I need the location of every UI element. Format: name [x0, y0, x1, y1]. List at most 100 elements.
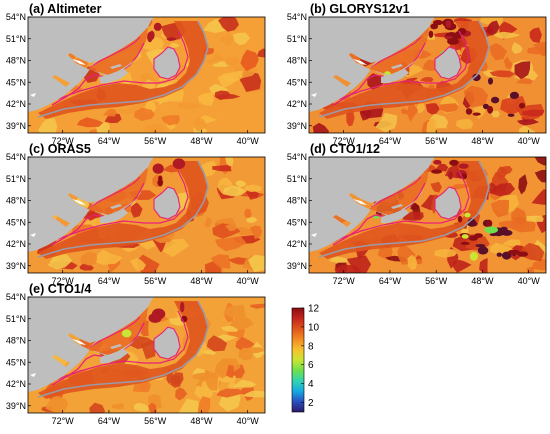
lat-tick-label: 54°N: [287, 12, 307, 22]
lat-tick-label: 39°N: [6, 261, 26, 271]
lon-tick-label: 40°W: [518, 276, 541, 286]
shelf-edge-contour: [37, 300, 209, 398]
lon-tick-label: 72°W: [52, 276, 75, 286]
colorbar-tick-label: 6: [308, 360, 314, 371]
newfoundland-land: [154, 47, 180, 79]
lat-tick-label: 51°N: [287, 174, 307, 184]
lat-tick-label: 54°N: [6, 152, 26, 162]
inner-contour: [57, 310, 189, 380]
lat-tick-label: 42°N: [6, 99, 26, 109]
lon-tick-label: 72°W: [52, 416, 75, 426]
lon-tick-label: 56°W: [144, 276, 167, 286]
panel-title: (d) CTO1/12: [310, 142, 380, 156]
lat-tick-label: 42°N: [6, 379, 26, 389]
lat-tick-label: 51°N: [6, 314, 26, 324]
colorbar: 12 10 8 6 4 2: [291, 304, 320, 413]
lon-tick-label: 56°W: [144, 416, 167, 426]
lat-tick-label: 45°N: [287, 77, 307, 87]
newfoundland-land: [154, 327, 180, 359]
map-panel-cto4: (e) CTO1/454°N 51°N 48°N 45°N 42°N 39°N 72°W 64…: [6, 282, 266, 426]
inner-contour: [57, 30, 189, 100]
lat-tick-label: 51°N: [6, 174, 26, 184]
lon-tick-label: 72°W: [52, 136, 75, 146]
lat-tick-label: 45°N: [6, 217, 26, 227]
nova-scotia-land: [100, 69, 128, 83]
lat-tick-label: 48°N: [6, 56, 26, 66]
map-frame: [308, 156, 547, 274]
lat-tick-label: 48°N: [287, 56, 307, 66]
lat-tick-label: 45°N: [6, 357, 26, 367]
lon-tick-label: 64°W: [98, 416, 121, 426]
lat-tick-label: 54°N: [287, 152, 307, 162]
lon-tick-label: 48°W: [471, 136, 494, 146]
lat-tick-label: 48°N: [6, 336, 26, 346]
ocean-field: [28, 297, 265, 413]
coastal-contour: [51, 322, 145, 386]
panel-title: (c) ORAS5: [29, 142, 91, 156]
lat-tick-label: 51°N: [6, 34, 26, 44]
colorbar-gradient: [291, 307, 305, 413]
inner-contour: [338, 30, 470, 100]
inner-contour: [338, 170, 470, 240]
map-frame: [27, 156, 266, 274]
coastal-contour: [332, 42, 426, 106]
lon-tick-label: 64°W: [379, 136, 402, 146]
lon-tick-label: 64°W: [379, 276, 402, 286]
colorbar-tick-label: 4: [308, 379, 314, 390]
lon-tick-label: 64°W: [98, 136, 121, 146]
lon-tick-label: 72°W: [333, 276, 356, 286]
shelf-edge-contour: [318, 20, 490, 118]
lon-tick-label: 56°W: [144, 136, 167, 146]
lon-tick-label: 48°W: [190, 416, 213, 426]
nova-scotia-land: [381, 69, 409, 83]
newfoundland-land: [154, 187, 180, 219]
panel-title: (b) GLORYS12v1: [310, 2, 410, 16]
inner-contour: [57, 170, 189, 240]
lat-tick-label: 39°N: [287, 121, 307, 131]
panel-title: (a) Altimeter: [29, 2, 102, 16]
lat-tick-label: 42°N: [6, 239, 26, 249]
lon-tick-label: 40°W: [237, 276, 260, 286]
colorbar-tick-label: 8: [308, 341, 314, 352]
map-frame: [27, 16, 266, 134]
lat-tick-label: 54°N: [6, 12, 26, 22]
colorbar-tick-label: 2: [308, 398, 314, 409]
coastal-contour: [332, 182, 426, 246]
lon-tick-label: 56°W: [425, 276, 448, 286]
newfoundland-land: [435, 187, 461, 219]
lon-tick-label: 64°W: [98, 276, 121, 286]
lon-tick-label: 48°W: [190, 136, 213, 146]
lat-tick-label: 39°N: [6, 121, 26, 131]
shelf-edge-contour: [37, 160, 209, 258]
map-frame: [308, 16, 547, 134]
shelf-edge-contour: [37, 20, 209, 118]
newfoundland-land: [435, 47, 461, 79]
lon-tick-label: 48°W: [190, 276, 213, 286]
lat-tick-label: 45°N: [287, 217, 307, 227]
lat-tick-label: 51°N: [287, 34, 307, 44]
lon-tick-label: 48°W: [471, 276, 494, 286]
nova-scotia-land: [100, 349, 128, 363]
colorbar-tick-label: 10: [308, 322, 320, 333]
lon-tick-label: 40°W: [237, 416, 260, 426]
panels-layer: (a) Altimeter54°N51°N48°N45°N42°N39°N72°…: [6, 2, 547, 426]
lon-tick-label: 40°W: [518, 136, 541, 146]
panel-title: (e) CTO1/4: [29, 282, 91, 296]
coastal-contour: [51, 182, 145, 246]
lat-tick-label: 45°N: [6, 77, 26, 87]
shelf-edge-contour: [318, 160, 490, 258]
coastal-contour: [51, 42, 145, 106]
lon-tick-label: 56°W: [425, 136, 448, 146]
colorbar-tick-label: 12: [308, 304, 320, 315]
lat-tick-label: 39°N: [287, 261, 307, 271]
lon-tick-label: 40°W: [237, 136, 260, 146]
lat-tick-label: 48°N: [287, 196, 307, 206]
map-frame: [27, 296, 266, 414]
lat-tick-label: 54°N: [6, 292, 26, 302]
lat-tick-label: 42°N: [287, 99, 307, 109]
lon-tick-label: 72°W: [333, 136, 356, 146]
lat-tick-label: 48°N: [6, 196, 26, 206]
